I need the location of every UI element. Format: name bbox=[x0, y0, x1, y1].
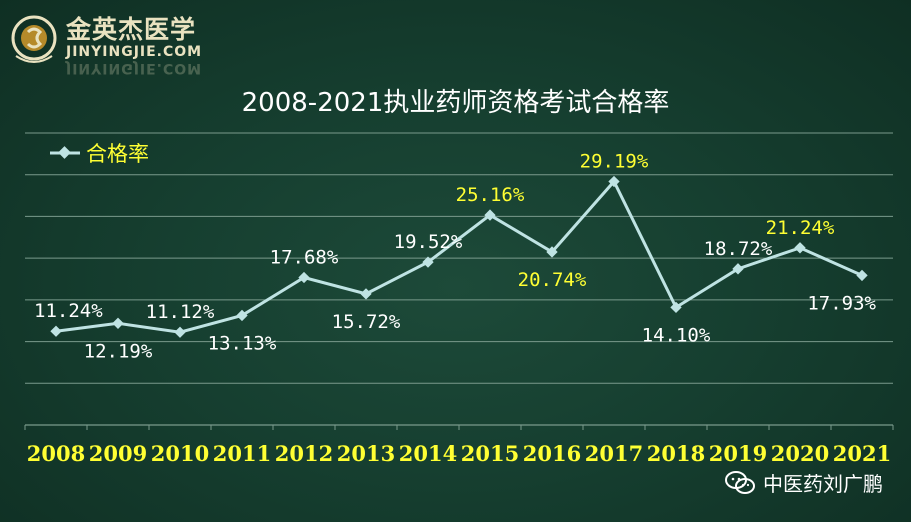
data-label: 17.93% bbox=[807, 292, 876, 314]
series-line-layer bbox=[55, 178, 863, 334]
data-point bbox=[794, 242, 806, 254]
data-point bbox=[422, 256, 434, 268]
data-point bbox=[174, 326, 186, 338]
logo-name-cn: 金英杰医学 bbox=[66, 15, 197, 44]
data-label: 14.10% bbox=[642, 324, 711, 346]
wechat-icon bbox=[725, 470, 755, 494]
x-tick-labels: 2008 2009 2010 2011 2012 2013 2014 2015 2016 2017… bbox=[27, 441, 891, 466]
watermark: 中医药刘广鹏 bbox=[725, 468, 883, 497]
x-tick-label: 2014 bbox=[399, 441, 457, 466]
x-tick-label: 2011 bbox=[213, 441, 271, 466]
gridlines bbox=[25, 132, 893, 384]
data-label: 17.68% bbox=[270, 246, 339, 268]
x-tick-label: 2019 bbox=[709, 441, 767, 466]
x-tick-label: 2018 bbox=[647, 441, 705, 466]
data-label: 18.72% bbox=[704, 238, 773, 260]
series-line bbox=[55, 178, 863, 334]
x-tick-label: 2010 bbox=[151, 441, 209, 466]
x-tick-label: 2016 bbox=[523, 441, 581, 466]
x-tick-label: 2017 bbox=[585, 441, 643, 466]
data-points bbox=[50, 175, 868, 338]
watermark-text: 中医药刘广鹏 bbox=[763, 472, 883, 496]
data-label: 29.19% bbox=[580, 150, 649, 172]
data-labels: 11.24% 12.19% 11.12% 13.13% 17.68% 15.72% 19.5… bbox=[34, 150, 877, 362]
legend-label: 合格率 bbox=[86, 142, 149, 166]
data-point bbox=[546, 246, 558, 258]
legend-marker-swatch bbox=[58, 146, 71, 159]
data-point bbox=[360, 288, 372, 300]
x-tick-label: 2009 bbox=[89, 441, 147, 466]
legend: 合格率 bbox=[50, 142, 149, 166]
x-axis bbox=[24, 424, 894, 430]
data-label: 13.13% bbox=[208, 332, 277, 354]
x-tick-label: 2015 bbox=[461, 441, 519, 466]
data-label: 20.74% bbox=[518, 269, 587, 291]
logo-emblem-icon bbox=[11, 15, 57, 63]
data-point bbox=[112, 317, 124, 329]
logo: 金英杰医学 JINYINGJIE.COM JINYINGJIE.COM bbox=[8, 8, 218, 78]
data-label: 11.12% bbox=[146, 301, 215, 323]
data-label: 21.24% bbox=[766, 217, 835, 239]
x-tick-label: 2020 bbox=[771, 441, 829, 466]
x-tick-label: 2021 bbox=[833, 441, 891, 466]
data-point bbox=[856, 269, 868, 282]
data-label: 15.72% bbox=[332, 311, 401, 333]
data-point bbox=[732, 263, 744, 275]
logo-name-en: JINYINGJIE.COM bbox=[66, 44, 203, 60]
data-label: 12.19% bbox=[84, 340, 153, 362]
data-point bbox=[298, 271, 310, 284]
x-tick-label: 2012 bbox=[275, 441, 333, 466]
data-point bbox=[670, 301, 682, 314]
chart-title: 2008-2021执业药师资格考试合格率 bbox=[241, 88, 670, 118]
data-label: 19.52% bbox=[394, 231, 463, 253]
data-point bbox=[50, 325, 62, 337]
data-point bbox=[236, 309, 248, 322]
data-label: 11.24% bbox=[34, 300, 103, 322]
data-point bbox=[484, 209, 496, 221]
data-point bbox=[608, 175, 620, 188]
x-tick-label: 2008 bbox=[27, 441, 85, 466]
x-tick-label: 2013 bbox=[337, 441, 395, 466]
data-label: 25.16% bbox=[456, 184, 525, 206]
